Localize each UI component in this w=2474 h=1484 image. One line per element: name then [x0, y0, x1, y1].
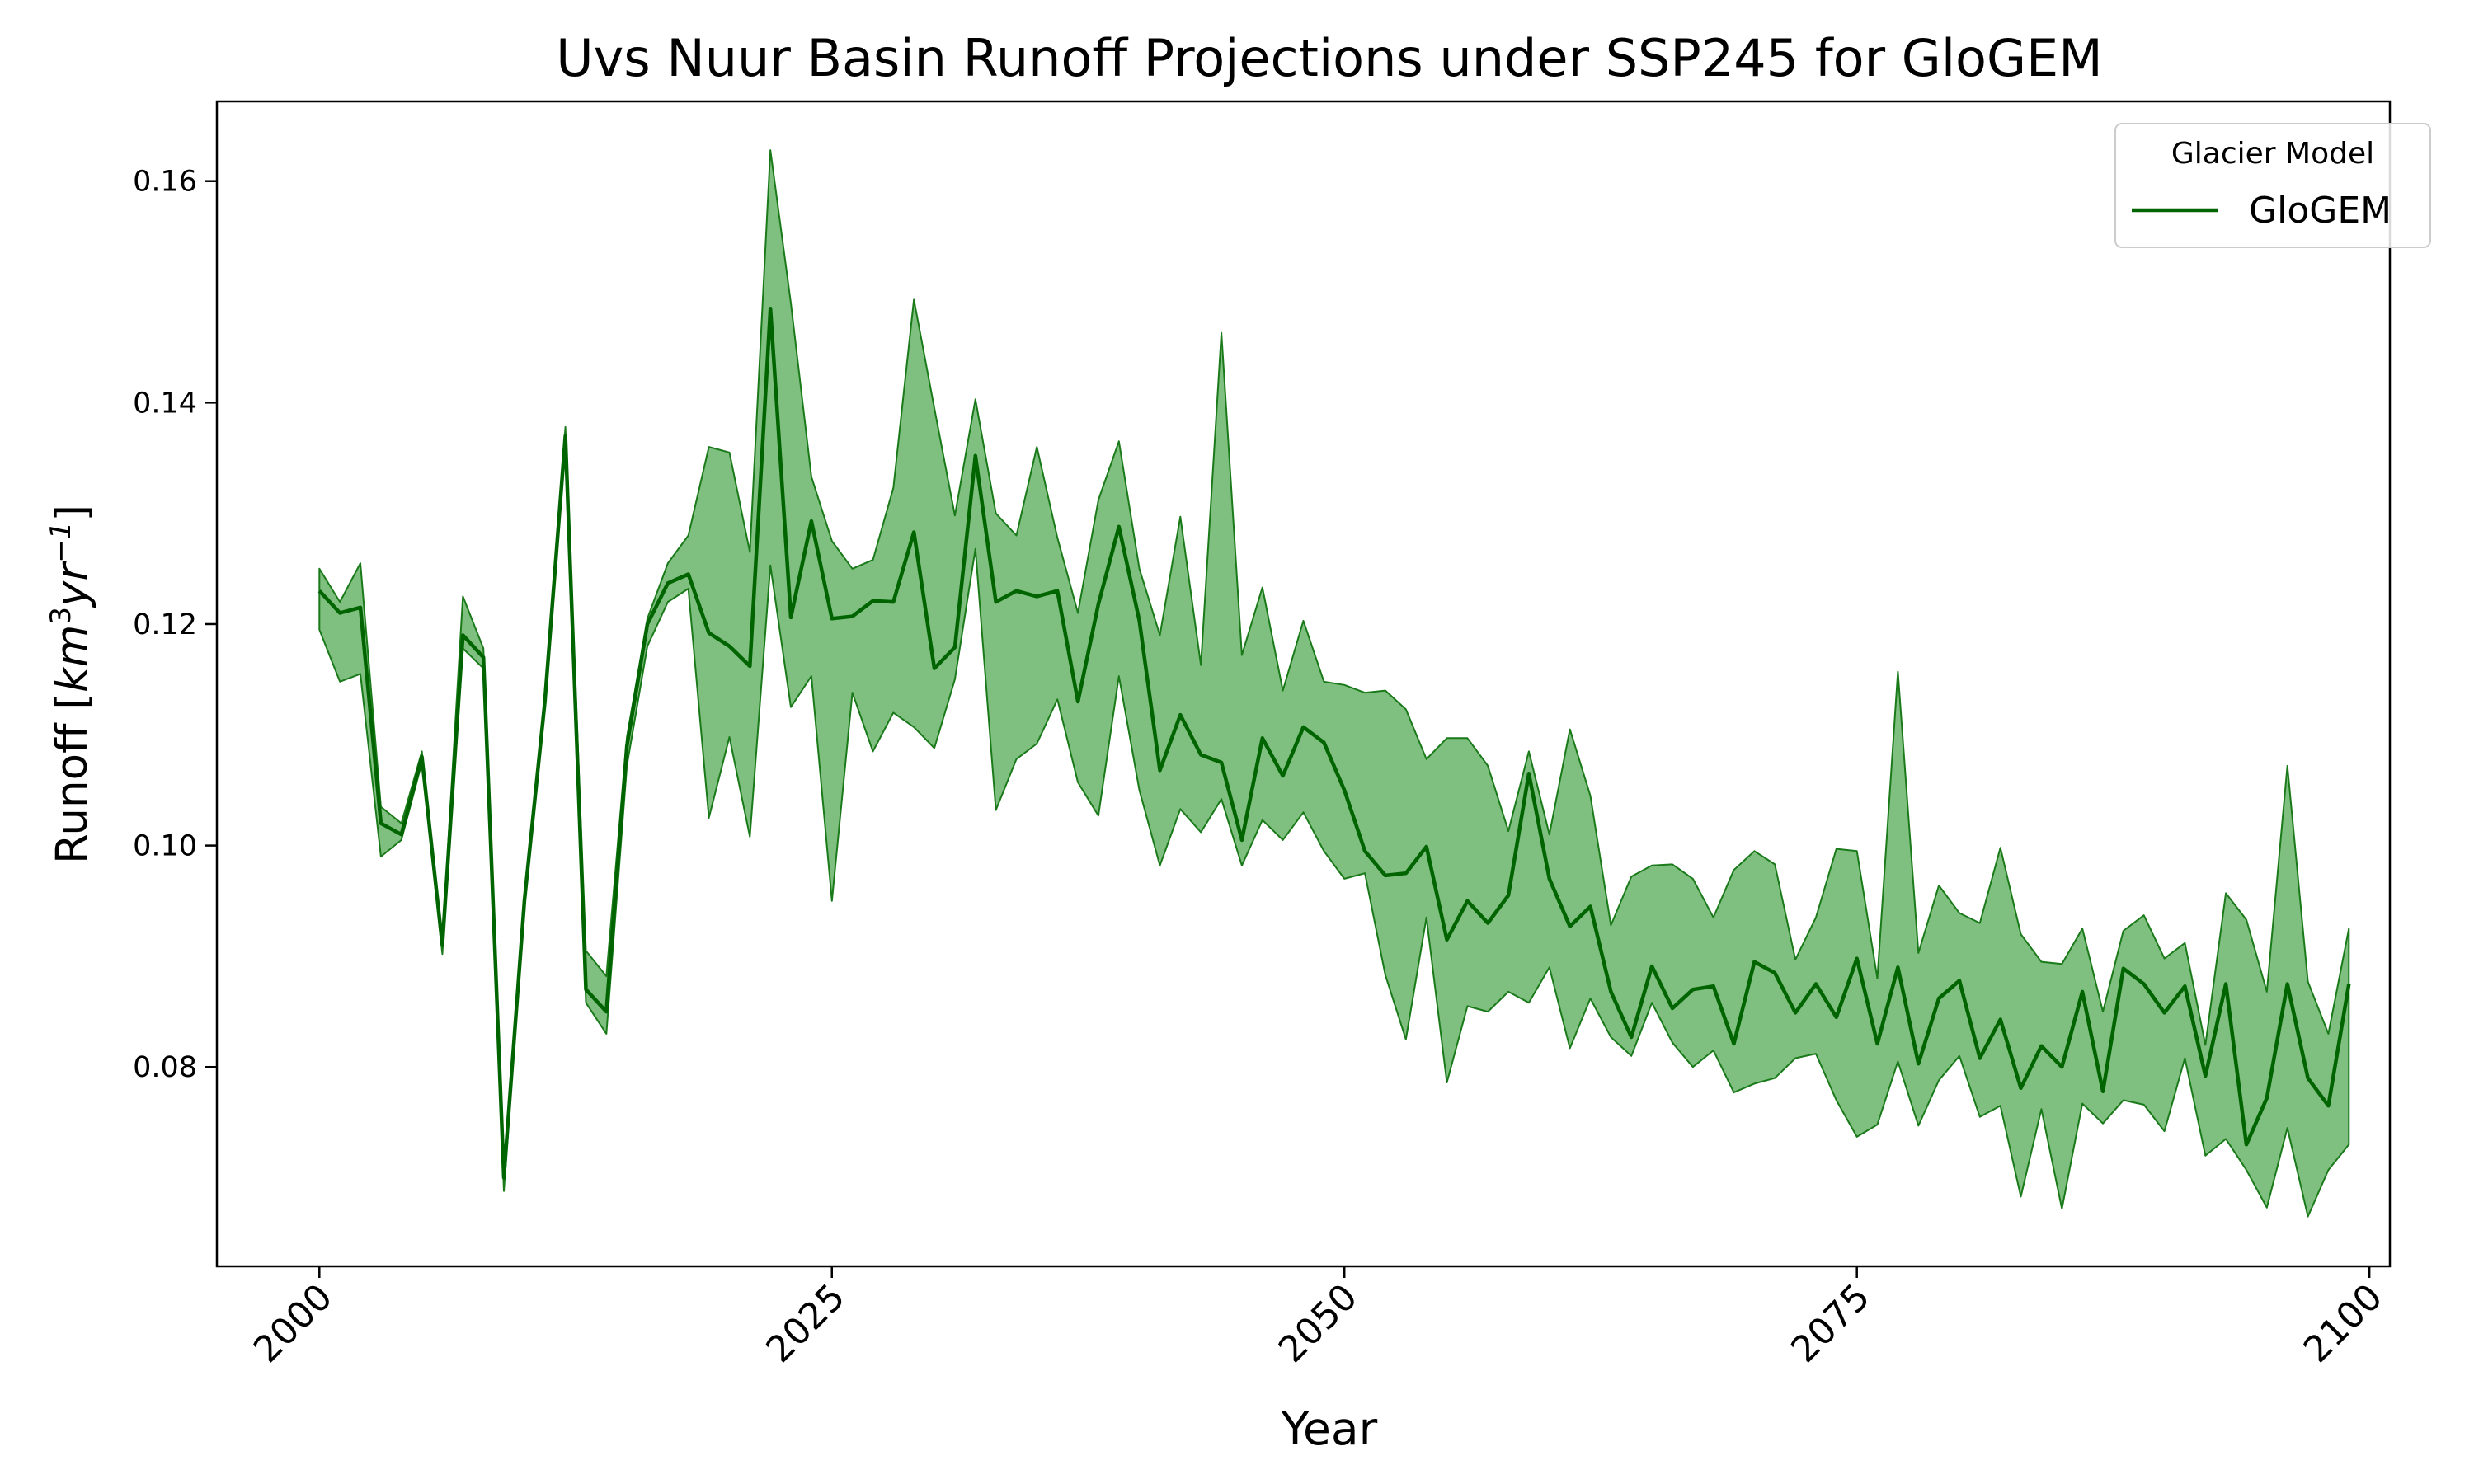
uncertainty-band: [318, 149, 2350, 1218]
chart-title: Uvs Nuur Basin Runoff Projections under …: [556, 28, 2102, 88]
y-axis-label-suffix: ]: [47, 505, 97, 522]
y-axis-ticks: 0.08 0.10 0.12 0.14 0.16: [133, 166, 217, 1084]
y-axis-label-exp-minus-1: −1: [45, 522, 78, 563]
plot-frame: [215, 100, 2392, 1268]
x-axis-label: Year: [1281, 1402, 1378, 1455]
y-tick-label: 0.12: [133, 608, 197, 641]
y-axis-label-unit-km: km: [47, 625, 97, 693]
legend-title: Glacier Model: [2171, 137, 2374, 171]
legend-box: [2114, 123, 2431, 248]
y-tick-label: 0.10: [133, 830, 197, 863]
legend: Glacier Model GloGEM: [2114, 123, 2431, 248]
y-tick-label: 0.16: [133, 166, 197, 199]
y-tick-label: 0.08: [133, 1051, 197, 1084]
plot-area: [317, 149, 2351, 1218]
y-axis-label-unit-yr: yr: [47, 561, 97, 608]
y-axis-label-exp-3: 3: [45, 607, 78, 625]
y-axis-label: Runoff [km3yr−1]: [45, 505, 97, 864]
y-tick-label: 0.14: [133, 387, 197, 420]
y-axis-label-prefix: Runoff [: [47, 693, 97, 864]
series-line-glogem: [317, 306, 2351, 1180]
legend-entry-glogem: GloGEM: [2249, 190, 2392, 232]
